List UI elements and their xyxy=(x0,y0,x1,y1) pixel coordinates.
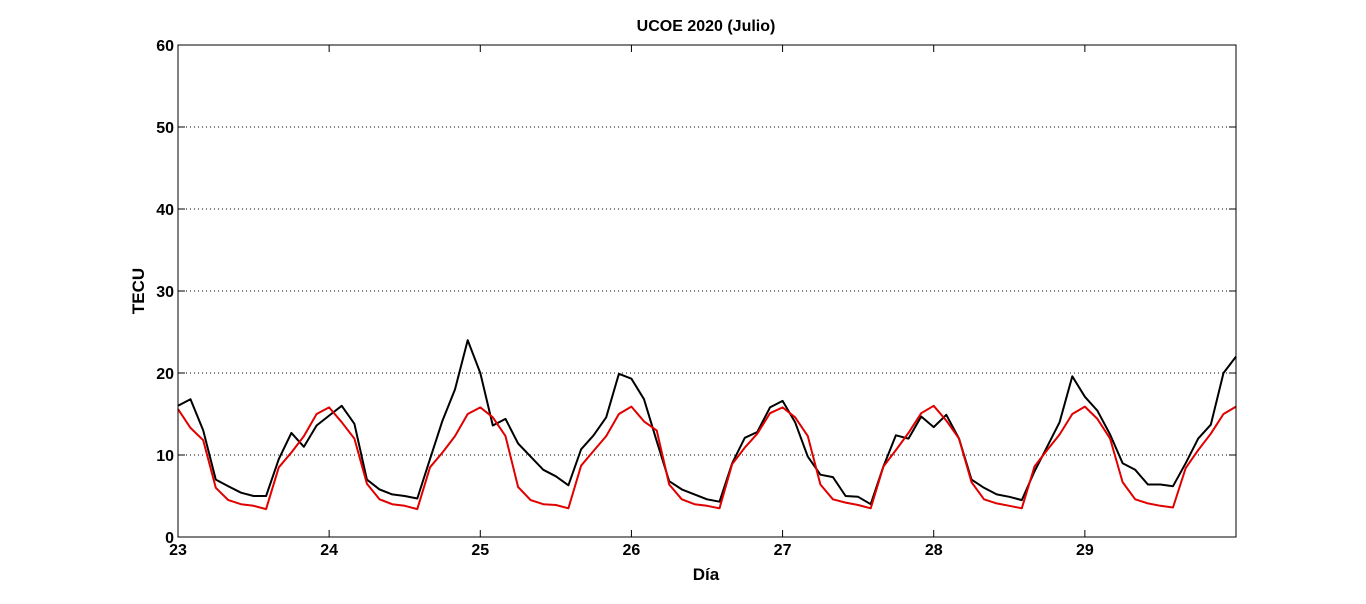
chart-title: UCOE 2020 (Julio) xyxy=(637,18,776,35)
x-tick-label-27: 27 xyxy=(774,542,792,559)
series-line-1 xyxy=(177,339,1237,506)
y-tick-label-10: 10 xyxy=(156,448,174,465)
y-tick-label-0: 0 xyxy=(165,530,174,547)
x-axis: 23 24 25 26 27 28 29 xyxy=(169,45,1094,559)
series-group xyxy=(177,339,1237,511)
y-tick-label-60: 60 xyxy=(156,38,174,55)
x-tick-label-24: 24 xyxy=(320,542,338,559)
y-tick-label-40: 40 xyxy=(156,202,174,219)
x-tick-label-26: 26 xyxy=(623,542,641,559)
y-tick-label-50: 50 xyxy=(156,120,174,137)
y-axis: 0 10 20 30 40 50 60 xyxy=(156,38,1236,547)
x-axis-label: Día xyxy=(693,565,720,584)
x-tick-label-29: 29 xyxy=(1076,542,1094,559)
series-line-2 xyxy=(177,404,1237,511)
y-tick-label-20: 20 xyxy=(156,366,174,383)
y-tick-label-30: 30 xyxy=(156,284,174,301)
x-tick-label-25: 25 xyxy=(471,542,489,559)
y-axis-label: TECU xyxy=(129,268,148,314)
grid-lines xyxy=(178,126,1236,456)
x-tick-label-28: 28 xyxy=(925,542,943,559)
x-tick-label-23: 23 xyxy=(169,542,187,559)
